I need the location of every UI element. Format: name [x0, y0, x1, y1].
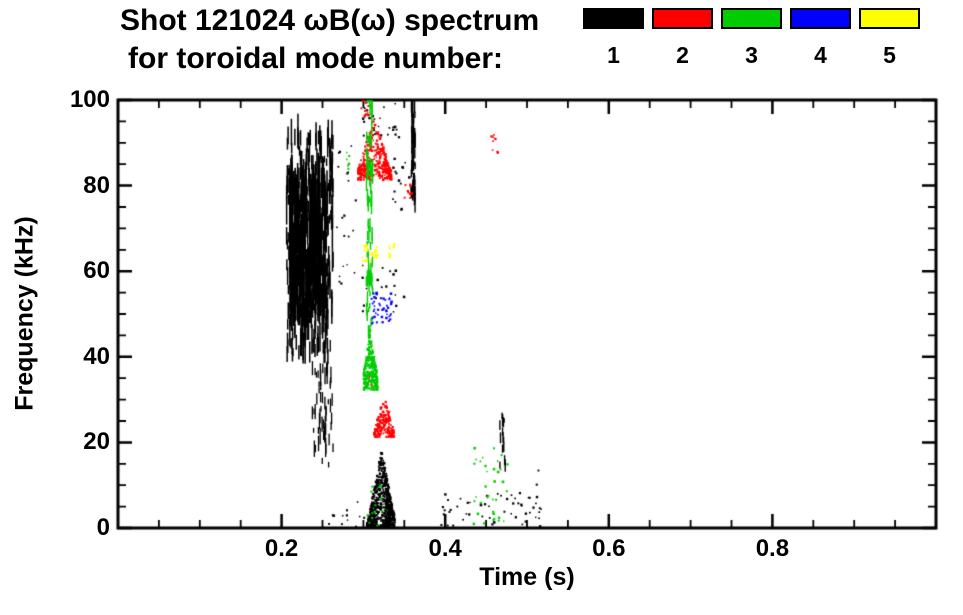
x-tick-label-0.8: 0.8	[755, 535, 790, 562]
y-tick-label-100: 100	[69, 86, 110, 113]
legend-item-mode-4: 4	[790, 8, 851, 69]
legend-label-mode-1: 1	[607, 42, 620, 68]
y-tick-label-0: 0	[96, 514, 110, 541]
x-tick-label-0.2: 0.2	[264, 535, 299, 562]
y-axis-label: Frequency (kHz)	[10, 216, 39, 411]
legend-swatch-mode-5	[859, 8, 920, 29]
y-tick-label-60: 60	[83, 257, 110, 285]
y-tick-label-20: 20	[83, 428, 110, 456]
legend-swatch-mode-1	[583, 8, 644, 29]
y-tick-label-80: 80	[83, 171, 110, 199]
legend-label-mode-5: 5	[883, 42, 896, 68]
mode-number-legend: 1 2 3 4 5	[583, 8, 920, 69]
legend-swatch-mode-3	[721, 8, 782, 29]
x-tick-label-0.6: 0.6	[592, 535, 626, 562]
y-tick-label-40: 40	[83, 342, 110, 370]
legend-label-mode-2: 2	[676, 42, 689, 68]
chart-title: Shot 121024 ωB(ω) spectrum	[120, 4, 540, 37]
legend-item-mode-5: 5	[859, 8, 920, 69]
legend-swatch-mode-4	[790, 8, 851, 29]
legend-swatch-mode-2	[652, 8, 713, 29]
chart-subtitle: for toroidal mode number:	[128, 42, 503, 75]
x-axis-label: Time (s)	[479, 563, 575, 591]
legend-label-mode-3: 3	[745, 42, 758, 68]
legend-label-mode-4: 4	[814, 42, 827, 68]
legend-item-mode-1: 1	[583, 8, 644, 69]
legend-item-mode-3: 3	[721, 8, 782, 69]
x-tick-label-0.4: 0.4	[428, 535, 462, 562]
legend-item-mode-2: 2	[652, 8, 713, 69]
